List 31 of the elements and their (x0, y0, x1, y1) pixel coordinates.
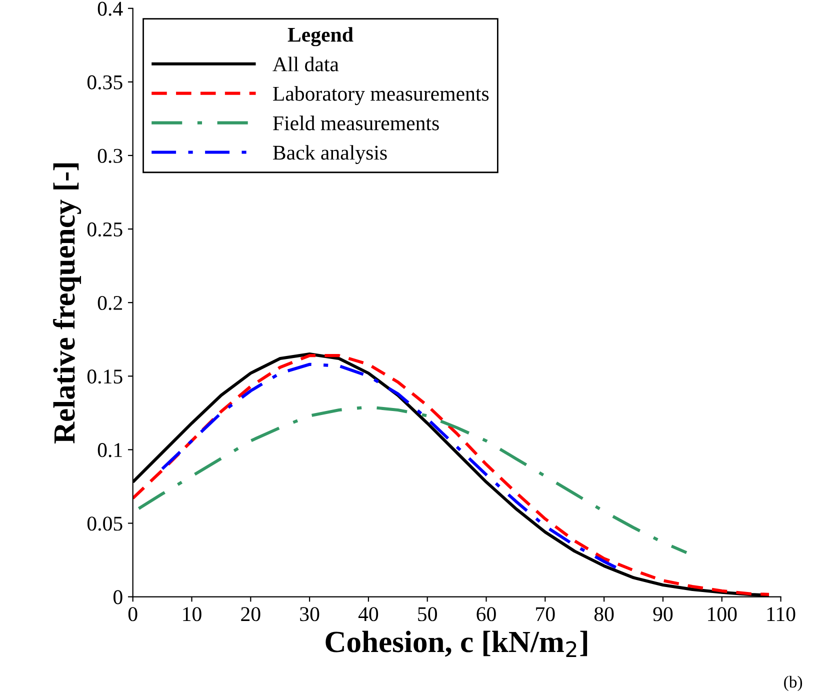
legend-label: Field measurements (273, 116, 439, 130)
x-tick-label: 50 (418, 607, 437, 622)
x-tick-label: 30 (300, 607, 320, 622)
legend-title: Legend (288, 27, 354, 46)
x-tick-label: 40 (358, 607, 378, 622)
x-tick-label: 10 (183, 607, 202, 622)
x-tick-label: 110 (767, 607, 796, 622)
x-tick-label: 100 (708, 607, 737, 622)
y-tick-label: 0.25 (87, 222, 122, 237)
text: (b) (784, 676, 802, 692)
x-tick-label: 70 (536, 607, 555, 622)
legend-label: Back analysis (273, 145, 387, 164)
line-series (160, 362, 618, 569)
y-axis-title: Relative frequency [-] (53, 163, 82, 444)
x-tick-label: 80 (594, 607, 614, 622)
y-tick-label: 0.15 (87, 370, 122, 384)
x-axis-title: Cohesion, c [kN/m$_{2}$] (326, 630, 588, 657)
legend-label: All data (272, 56, 339, 72)
x-tick-label: 20 (241, 607, 260, 622)
y-tick-label: 0.1 (98, 443, 122, 458)
y-tick-label: 0.4 (98, 2, 123, 16)
legend-label: Laboratory measurements (273, 86, 489, 106)
x-tick-label: 0 (128, 607, 138, 622)
y-tick-label: 0 (114, 590, 122, 604)
y-tick-label: 0.35 (87, 75, 122, 90)
y-tick-label: 0.05 (87, 516, 122, 531)
x-tick-label: 90 (653, 607, 673, 622)
x-tick-label: 60 (476, 607, 496, 622)
y-tick-label: 0.2 (98, 296, 122, 310)
y-tick-label: 0.3 (98, 148, 122, 164)
line-series (137, 405, 688, 554)
